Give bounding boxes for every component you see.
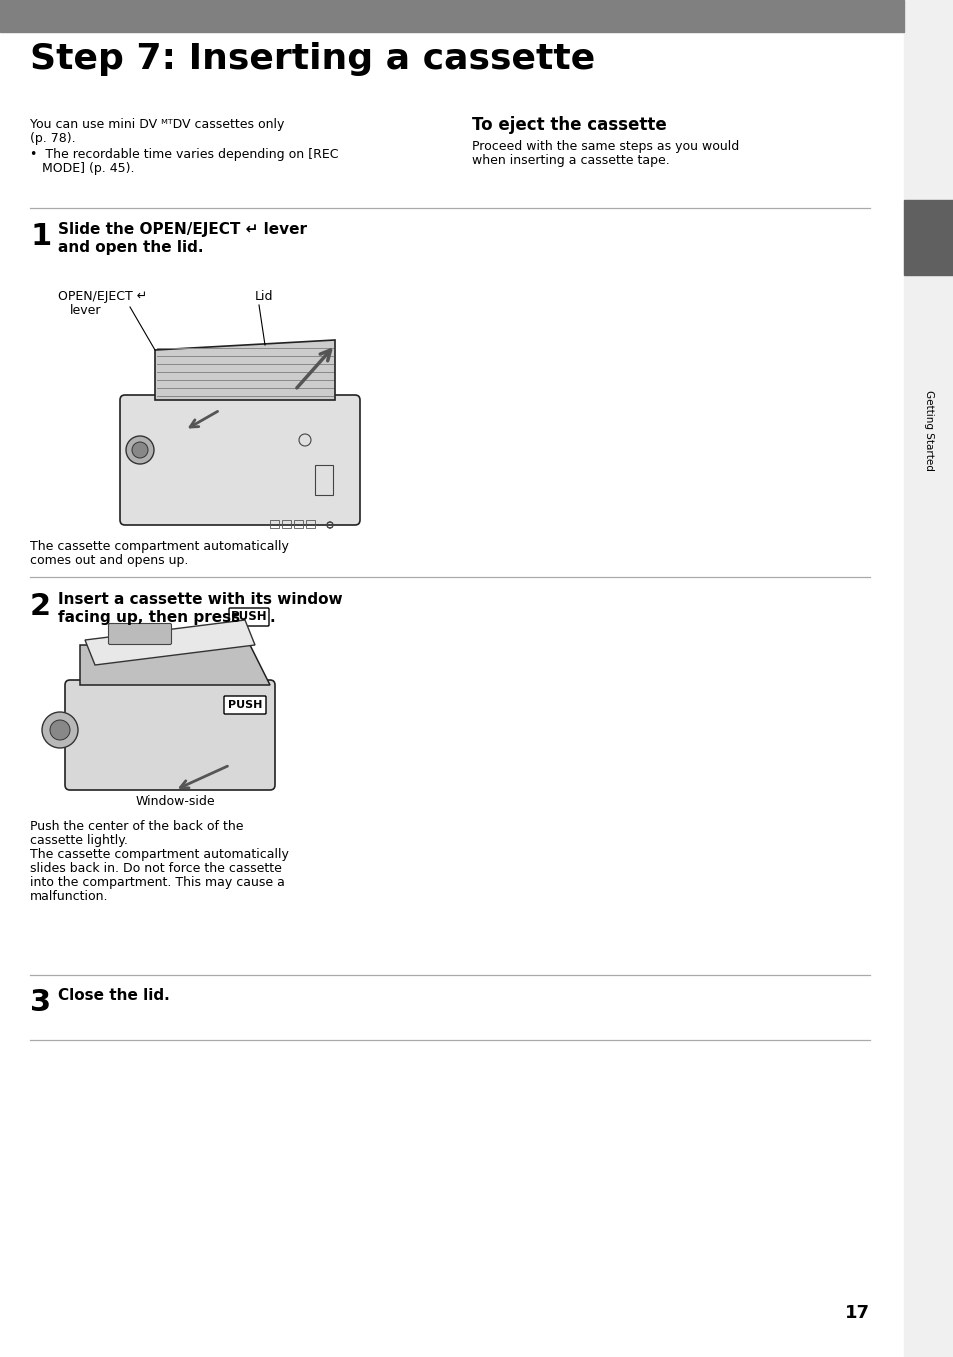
Text: MODE] (p. 45).: MODE] (p. 45).: [42, 161, 134, 175]
Text: Proceed with the same steps as you would: Proceed with the same steps as you would: [472, 140, 739, 153]
Text: 3: 3: [30, 988, 51, 1016]
Text: (p. 78).: (p. 78).: [30, 132, 75, 145]
Text: To eject the cassette: To eject the cassette: [472, 115, 666, 134]
Text: slides back in. Do not force the cassette: slides back in. Do not force the cassett…: [30, 862, 281, 875]
Text: lever: lever: [70, 304, 101, 318]
FancyBboxPatch shape: [120, 395, 359, 525]
FancyBboxPatch shape: [229, 608, 269, 626]
Text: Lid: Lid: [254, 290, 274, 303]
FancyBboxPatch shape: [224, 696, 266, 714]
FancyBboxPatch shape: [65, 680, 274, 790]
Text: Push the center of the back of the: Push the center of the back of the: [30, 820, 243, 833]
Bar: [0, 0, 903, 33]
Bar: [314, 465, 333, 495]
Polygon shape: [85, 620, 254, 665]
Circle shape: [50, 721, 70, 740]
Text: 2: 2: [30, 592, 51, 622]
Text: Slide the OPEN/EJECT ↵ lever: Slide the OPEN/EJECT ↵ lever: [58, 223, 307, 237]
Circle shape: [132, 442, 148, 459]
FancyBboxPatch shape: [109, 623, 172, 645]
Bar: [903, 0, 953, 1357]
Bar: [270, 520, 278, 528]
Circle shape: [42, 712, 78, 748]
Text: The cassette compartment automatically: The cassette compartment automatically: [30, 540, 289, 554]
Polygon shape: [154, 341, 335, 400]
Bar: [903, 199, 953, 275]
Text: 17: 17: [844, 1304, 869, 1322]
Bar: [306, 520, 314, 528]
Text: malfunction.: malfunction.: [30, 890, 109, 902]
Text: 1: 1: [30, 223, 51, 251]
Bar: [282, 520, 291, 528]
Text: comes out and opens up.: comes out and opens up.: [30, 554, 188, 567]
Text: Close the lid.: Close the lid.: [58, 988, 170, 1003]
Text: Insert a cassette with its window: Insert a cassette with its window: [58, 592, 342, 607]
Text: when inserting a cassette tape.: when inserting a cassette tape.: [472, 153, 669, 167]
Text: and open the lid.: and open the lid.: [58, 240, 203, 255]
Text: into the compartment. This may cause a: into the compartment. This may cause a: [30, 877, 285, 889]
Text: OPEN/EJECT ↵: OPEN/EJECT ↵: [58, 290, 147, 303]
Text: The cassette compartment automatically: The cassette compartment automatically: [30, 848, 289, 860]
Text: Step 7: Inserting a cassette: Step 7: Inserting a cassette: [30, 42, 595, 76]
Circle shape: [126, 436, 153, 464]
Polygon shape: [80, 645, 270, 685]
Text: PUSH: PUSH: [228, 700, 262, 710]
Text: cassette lightly.: cassette lightly.: [30, 835, 128, 847]
Text: You can use mini DV ᴹᵀDV cassettes only: You can use mini DV ᴹᵀDV cassettes only: [30, 118, 284, 132]
Text: •  The recordable time varies depending on [REC: • The recordable time varies depending o…: [30, 148, 338, 161]
Text: PUSH: PUSH: [231, 611, 267, 623]
Text: Getting Started: Getting Started: [923, 389, 933, 471]
Text: Window-side: Window-side: [135, 795, 214, 807]
Bar: [294, 520, 303, 528]
Text: .: .: [270, 611, 275, 626]
Text: facing up, then press: facing up, then press: [58, 611, 245, 626]
